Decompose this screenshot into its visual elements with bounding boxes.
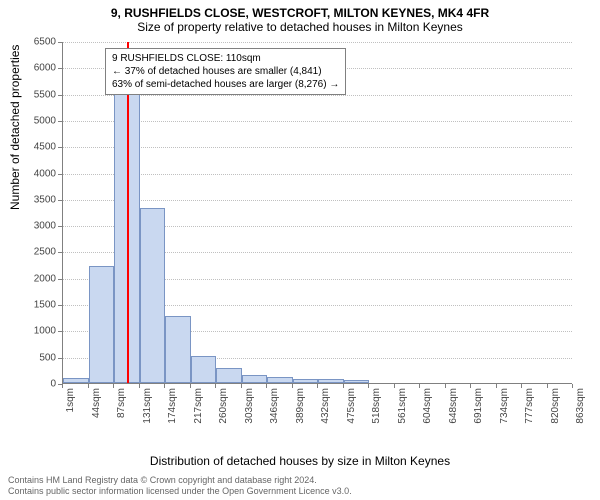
y-tick-mark	[58, 42, 62, 43]
annotation-line-1: 9 RUSHFIELDS CLOSE: 110sqm	[112, 52, 339, 65]
x-tick-label: 260sqm	[218, 388, 229, 438]
y-tick-mark	[58, 331, 62, 332]
y-tick-label: 5000	[16, 115, 56, 126]
y-tick-mark	[58, 200, 62, 201]
y-tick-mark	[58, 279, 62, 280]
x-tick-mark	[215, 384, 216, 388]
y-tick-label: 6500	[16, 37, 56, 48]
y-tick-label: 4000	[16, 168, 56, 179]
x-tick-mark	[190, 384, 191, 388]
x-tick-mark	[496, 384, 497, 388]
plot-area: 9 RUSHFIELDS CLOSE: 110sqm ← 37% of deta…	[62, 42, 572, 384]
chart-title-main: 9, RUSHFIELDS CLOSE, WESTCROFT, MILTON K…	[0, 0, 600, 20]
x-tick-label: 1sqm	[65, 388, 76, 438]
x-tick-mark	[470, 384, 471, 388]
x-tick-mark	[445, 384, 446, 388]
x-tick-label: 346sqm	[269, 388, 280, 438]
y-tick-label: 5500	[16, 89, 56, 100]
y-tick-mark	[58, 252, 62, 253]
x-tick-mark	[572, 384, 573, 388]
y-tick-label: 2000	[16, 273, 56, 284]
y-tick-mark	[58, 121, 62, 122]
x-tick-label: 691sqm	[473, 388, 484, 438]
chart-container: 9, RUSHFIELDS CLOSE, WESTCROFT, MILTON K…	[0, 0, 600, 500]
x-tick-label: 389sqm	[295, 388, 306, 438]
footer-line-2: Contains public sector information licen…	[8, 486, 352, 498]
y-tick-label: 500	[16, 352, 56, 363]
x-tick-label: 217sqm	[193, 388, 204, 438]
y-tick-label: 1500	[16, 300, 56, 311]
x-tick-label: 475sqm	[346, 388, 357, 438]
x-tick-mark	[88, 384, 89, 388]
x-tick-label: 820sqm	[550, 388, 561, 438]
histogram-bar	[318, 379, 344, 383]
x-axis-label: Distribution of detached houses by size …	[0, 454, 600, 468]
x-tick-mark	[547, 384, 548, 388]
histogram-bar	[191, 356, 217, 383]
x-tick-mark	[343, 384, 344, 388]
y-tick-mark	[58, 305, 62, 306]
annotation-line-3: 63% of semi-detached houses are larger (…	[112, 78, 339, 91]
y-tick-label: 4500	[16, 142, 56, 153]
histogram-bar	[140, 208, 166, 383]
x-tick-label: 734sqm	[499, 388, 510, 438]
x-tick-mark	[164, 384, 165, 388]
histogram-bar	[216, 368, 242, 383]
gridline-h	[63, 42, 572, 43]
chart-title-sub: Size of property relative to detached ho…	[0, 20, 600, 38]
histogram-bar	[293, 379, 319, 383]
histogram-bar	[63, 378, 89, 383]
histogram-bar	[165, 316, 191, 383]
x-tick-label: 174sqm	[167, 388, 178, 438]
x-tick-mark	[62, 384, 63, 388]
x-tick-label: 777sqm	[524, 388, 535, 438]
y-tick-mark	[58, 68, 62, 69]
x-tick-label: 44sqm	[91, 388, 102, 438]
histogram-bar	[242, 375, 268, 383]
footer-text: Contains HM Land Registry data © Crown c…	[8, 475, 352, 498]
x-tick-mark	[419, 384, 420, 388]
x-tick-label: 863sqm	[575, 388, 586, 438]
x-tick-label: 561sqm	[397, 388, 408, 438]
histogram-bar	[267, 377, 293, 383]
x-tick-mark	[317, 384, 318, 388]
y-tick-label: 6000	[16, 63, 56, 74]
annotation-line-2: ← 37% of detached houses are smaller (4,…	[112, 65, 339, 78]
x-tick-mark	[266, 384, 267, 388]
y-tick-mark	[58, 147, 62, 148]
annotation-box: 9 RUSHFIELDS CLOSE: 110sqm ← 37% of deta…	[105, 48, 346, 95]
x-tick-mark	[368, 384, 369, 388]
x-tick-mark	[521, 384, 522, 388]
x-tick-mark	[241, 384, 242, 388]
x-tick-mark	[113, 384, 114, 388]
histogram-bar	[89, 266, 115, 383]
y-tick-mark	[58, 174, 62, 175]
x-tick-label: 648sqm	[448, 388, 459, 438]
x-tick-label: 303sqm	[244, 388, 255, 438]
y-tick-label: 0	[16, 379, 56, 390]
y-tick-mark	[58, 226, 62, 227]
x-tick-mark	[394, 384, 395, 388]
y-tick-label: 3000	[16, 221, 56, 232]
footer-line-1: Contains HM Land Registry data © Crown c…	[8, 475, 352, 487]
y-tick-label: 1000	[16, 326, 56, 337]
histogram-bar	[344, 380, 370, 383]
y-tick-label: 2500	[16, 247, 56, 258]
x-tick-label: 604sqm	[422, 388, 433, 438]
x-tick-mark	[139, 384, 140, 388]
x-tick-label: 131sqm	[142, 388, 153, 438]
x-tick-label: 432sqm	[320, 388, 331, 438]
x-tick-label: 518sqm	[371, 388, 382, 438]
y-tick-label: 3500	[16, 194, 56, 205]
y-tick-mark	[58, 95, 62, 96]
y-tick-mark	[58, 358, 62, 359]
x-tick-mark	[292, 384, 293, 388]
x-tick-label: 87sqm	[116, 388, 127, 438]
